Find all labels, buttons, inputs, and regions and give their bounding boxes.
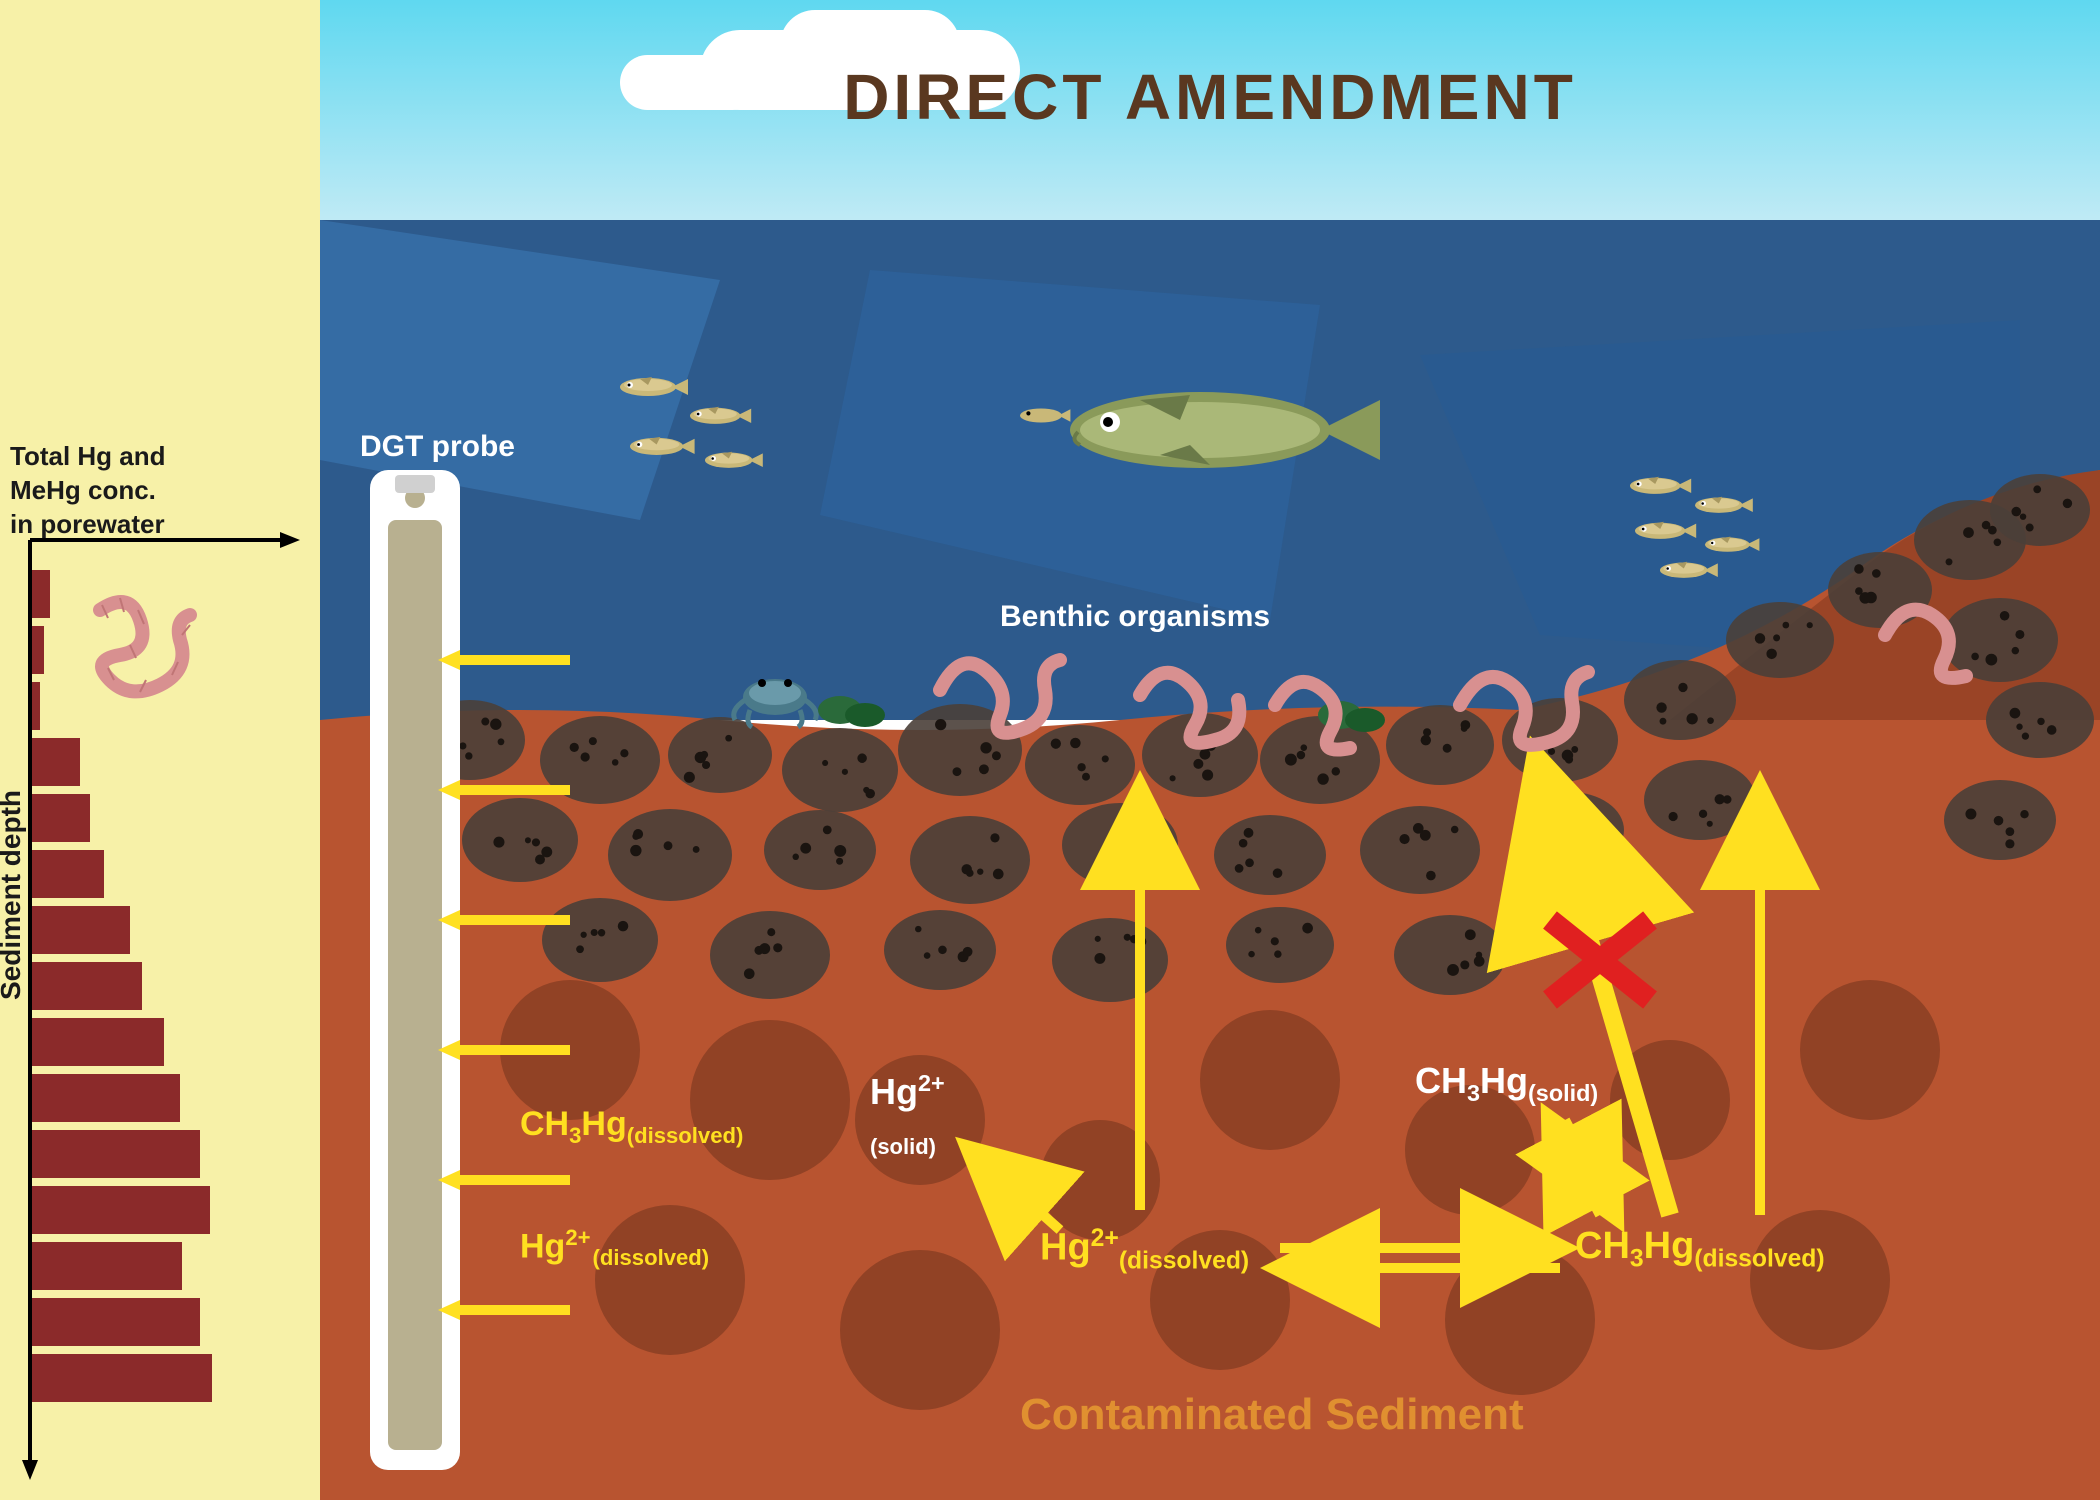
fish-school-right: [1630, 477, 1759, 578]
bar: [32, 962, 142, 1010]
bar: [32, 570, 50, 618]
bar: [32, 850, 104, 898]
bar: [32, 1298, 200, 1346]
sidebar-chart-panel: Total Hg and MeHg conc. in porewater Sed…: [0, 0, 320, 1500]
bar: [32, 1242, 182, 1290]
bar: [32, 738, 80, 786]
crab-icon: [734, 679, 817, 727]
bar: [32, 1074, 180, 1122]
shell-icon: [818, 696, 885, 727]
bar: [32, 682, 40, 730]
fish-school-left: [620, 377, 763, 468]
bar: [32, 1018, 164, 1066]
organisms-layer: [320, 220, 2100, 920]
bar: [32, 906, 130, 954]
y-axis-arrowhead: [22, 1460, 38, 1480]
sidebar-worm-icon: [80, 580, 220, 720]
bar: [32, 794, 90, 842]
bar: [32, 1130, 200, 1178]
bar: [32, 1354, 212, 1402]
diagram-container: Total Hg and MeHg conc. in porewater Sed…: [0, 0, 2100, 1500]
big-fish-icon: [1020, 392, 1380, 468]
chart-title: Total Hg and MeHg conc. in porewater: [10, 440, 310, 541]
chart-title-l1: Total Hg and: [10, 441, 166, 471]
bar: [32, 1186, 210, 1234]
main-scene: DIRECT AMENDMENT DGT probe CH3Hg(dissolv…: [320, 0, 2100, 1500]
x-axis-arrowhead: [280, 532, 300, 548]
bar: [32, 626, 44, 674]
worms-group: [940, 610, 1966, 750]
chart-title-l2: MeHg conc.: [10, 475, 156, 505]
